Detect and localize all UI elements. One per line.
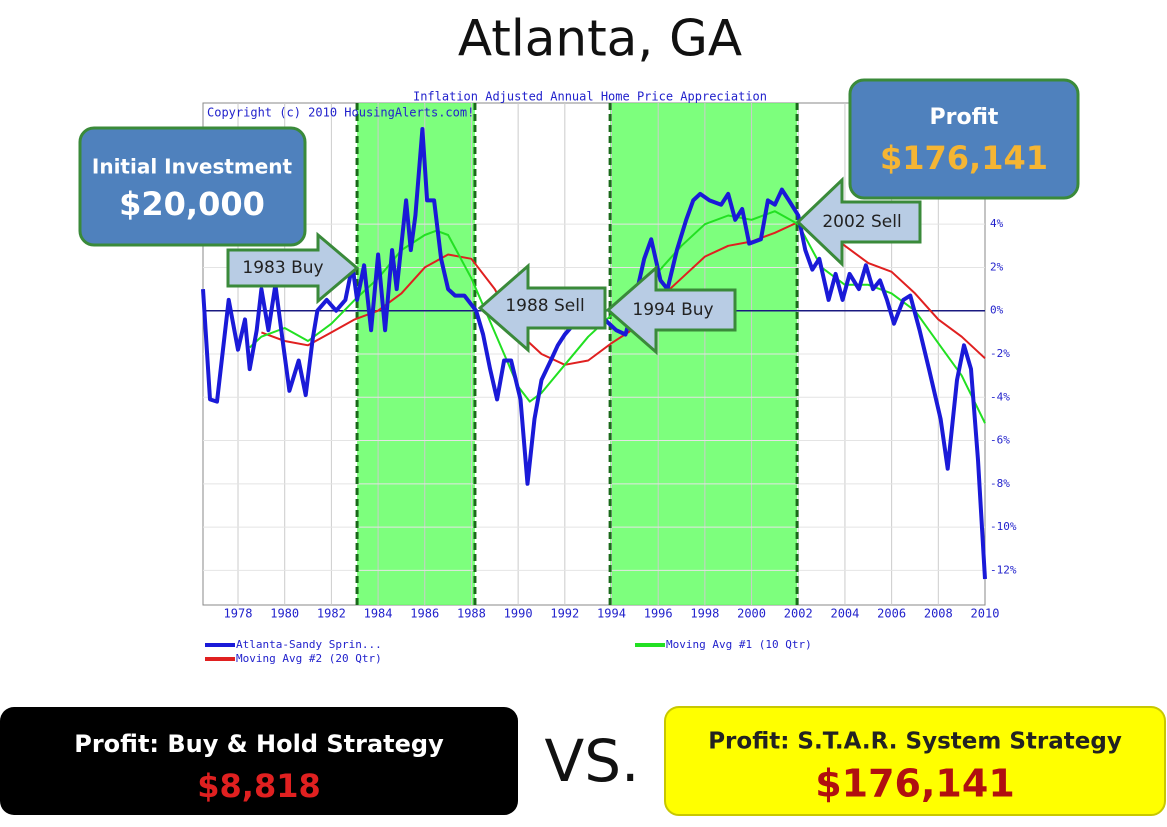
arrow-label: 1983 Buy <box>242 258 323 278</box>
x-tick-label: 1982 <box>317 607 346 621</box>
callout-amount: $20,000 <box>119 185 265 223</box>
comparison-amount: $176,141 <box>815 762 1015 806</box>
arrow-label: 1988 Sell <box>505 296 584 316</box>
star-box: Profit: S.T.A.R. System Strategy $176,14… <box>664 706 1166 816</box>
y-tick-label: -2% <box>990 347 1010 360</box>
x-tick-label: 1998 <box>690 607 719 621</box>
callout-label: Profit <box>930 105 999 130</box>
x-tick-label: 1992 <box>550 607 579 621</box>
y-tick-label: 4% <box>990 217 1004 230</box>
versus: VS. <box>545 727 640 795</box>
investment-callout: Initial Investment $20,000 <box>78 126 307 247</box>
comparison-amount: $8,818 <box>197 767 320 805</box>
legend-label: Moving Avg #1 (10 Qtr) <box>666 638 812 651</box>
chart-title: Inflation Adjusted Annual Home Price App… <box>413 90 767 104</box>
x-tick-label: 1990 <box>504 607 533 621</box>
copyright: Copyright (c) 2010 HousingAlerts.com! <box>207 106 474 120</box>
x-tick-label: 1996 <box>644 607 673 621</box>
plot <box>201 103 987 605</box>
profit-callout: Profit $176,141 <box>848 78 1080 200</box>
arrow-label: 1994 Buy <box>632 300 713 320</box>
comparison-label: Profit: Buy & Hold Strategy <box>74 730 444 758</box>
x-tick-label: 2006 <box>877 607 906 621</box>
x-tick-label: 2002 <box>784 607 813 621</box>
y-tick-label: -12% <box>990 563 1017 576</box>
callout-amount: $176,141 <box>880 139 1048 177</box>
x-tick-label: 2010 <box>971 607 1000 621</box>
slide-title: Atlanta, GA <box>458 10 742 68</box>
callout-label: Initial Investment <box>92 155 293 179</box>
legend-label: Moving Avg #2 (20 Qtr) <box>236 652 382 665</box>
x-tick-label: 2008 <box>924 607 953 621</box>
legend-label: Atlanta-Sandy Sprin... <box>236 638 382 651</box>
x-tick-label: 1978 <box>224 607 253 621</box>
arrow-1983-buy: 1983 Buy <box>226 231 360 305</box>
legend: Atlanta-Sandy Sprin... Moving Avg #1 (10 … <box>205 638 812 665</box>
y-tick-label: -4% <box>990 390 1010 403</box>
buy-hold-box: Profit: Buy & Hold Strategy $8,818 <box>0 707 518 815</box>
comparison-label: Profit: S.T.A.R. System Strategy <box>708 729 1122 755</box>
y-tick-label: -6% <box>990 434 1010 447</box>
x-tick-label: 1988 <box>457 607 486 621</box>
x-tick-label: 1984 <box>364 607 393 621</box>
x-tick-label: 2000 <box>737 607 766 621</box>
x-tick-label: 1986 <box>410 607 439 621</box>
series-line <box>249 210 986 424</box>
arrow-1988-sell: 1988 Sell <box>477 262 607 354</box>
y-tick-label: 2% <box>990 260 1004 273</box>
x-tick-label: 1980 <box>270 607 299 621</box>
arrow-1994-buy: 1994 Buy <box>605 264 737 356</box>
x-tick-label: 2004 <box>830 607 859 621</box>
x-tick-label: 1994 <box>597 607 626 621</box>
arrow-2002-sell: 2002 Sell <box>795 176 922 268</box>
y-tick-label: -10% <box>990 520 1017 533</box>
y-tick-label: -8% <box>990 477 1010 490</box>
y-tick-label: 0% <box>990 304 1004 317</box>
arrow-label: 2002 Sell <box>822 212 901 232</box>
